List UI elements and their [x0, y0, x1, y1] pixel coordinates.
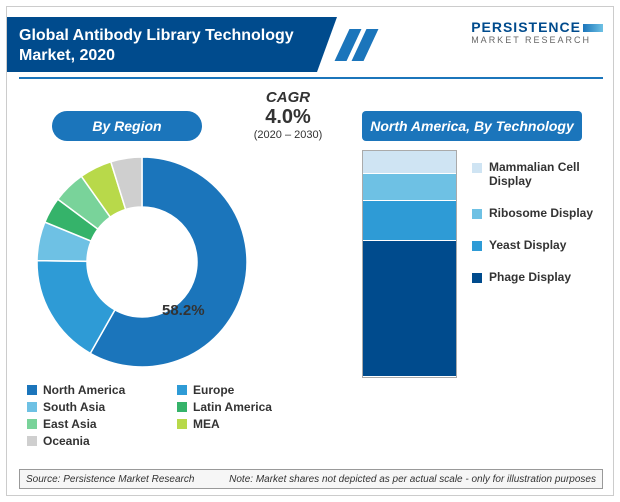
- legend-item: Latin America: [177, 400, 327, 414]
- stack-segment: [363, 241, 456, 377]
- stack-segment: [363, 201, 456, 242]
- tech-legend-label: Mammalian Cell Display: [489, 160, 607, 188]
- legend-item: North America: [27, 383, 177, 397]
- footer-note: Note: Market shares not depicted as per …: [229, 474, 596, 485]
- header-divider: [19, 77, 603, 79]
- tech-legend-label: Yeast Display: [489, 238, 566, 252]
- legend-swatch-icon: [472, 273, 482, 283]
- footer-bar: Source: Persistence Market Research Note…: [19, 469, 603, 489]
- title-line-2: Market, 2020: [19, 46, 305, 66]
- legend-item: Europe: [177, 383, 327, 397]
- legend-item: MEA: [177, 417, 327, 431]
- region-legend: North America Europe South Asia Latin Ameri…: [27, 383, 332, 451]
- logo-text-mid: MARKET RESEARCH: [471, 35, 603, 45]
- cagr-period: (2020 – 2030): [233, 129, 343, 141]
- cagr-label: CAGR: [233, 89, 343, 106]
- stack-segment: [363, 151, 456, 174]
- chart-card: Global Antibody Library Technology Marke…: [6, 6, 614, 496]
- donut-highlight-label: 58.2%: [162, 302, 205, 319]
- technology-legend: Mammalian Cell Display Ribosome Display Ye…: [472, 160, 607, 302]
- stacked-bar-chart: [362, 150, 457, 378]
- header: Global Antibody Library Technology Marke…: [7, 7, 613, 77]
- legend-item: East Asia: [27, 417, 177, 431]
- slash-icon: [342, 29, 371, 61]
- logo-accent-icon: [583, 24, 603, 32]
- legend-swatch-icon: [177, 419, 187, 429]
- tech-legend-item: Mammalian Cell Display: [472, 160, 607, 188]
- badge-by-technology: North America, By Technology: [362, 111, 582, 141]
- legend-label: Europe: [193, 383, 234, 397]
- tech-legend-item: Ribosome Display: [472, 206, 607, 220]
- cagr-value: 4.0%: [233, 106, 343, 129]
- title-bar: Global Antibody Library Technology Marke…: [7, 17, 317, 72]
- legend-swatch-icon: [472, 241, 482, 251]
- legend-item: South Asia: [27, 400, 177, 414]
- tech-legend-item: Yeast Display: [472, 238, 607, 252]
- legend-swatch-icon: [27, 385, 37, 395]
- stack-segment: [363, 174, 456, 201]
- donut-svg: [27, 147, 257, 377]
- legend-label: South Asia: [43, 400, 105, 414]
- legend-item: Oceania: [27, 434, 177, 448]
- legend-swatch-icon: [472, 209, 482, 219]
- legend-label: North America: [43, 383, 125, 397]
- logo-text-top: PERSISTENCE: [471, 19, 581, 35]
- chart-body: CAGR 4.0% (2020 – 2030) By Region North …: [7, 85, 615, 465]
- legend-label: MEA: [193, 417, 220, 431]
- footer-source: Source: Persistence Market Research: [26, 474, 194, 485]
- donut-chart: 58.2%: [27, 147, 257, 377]
- cagr-block: CAGR 4.0% (2020 – 2030): [233, 89, 343, 141]
- title-line-1: Global Antibody Library Technology: [19, 26, 305, 46]
- legend-label: Oceania: [43, 434, 90, 448]
- legend-swatch-icon: [472, 163, 482, 173]
- tech-legend-item: Phage Display: [472, 270, 607, 284]
- brand-logo: PERSISTENCE MARKET RESEARCH: [471, 19, 603, 45]
- legend-swatch-icon: [27, 436, 37, 446]
- legend-swatch-icon: [177, 402, 187, 412]
- legend-label: Latin America: [193, 400, 272, 414]
- tech-legend-label: Phage Display: [489, 270, 571, 284]
- tech-legend-label: Ribosome Display: [489, 206, 593, 220]
- legend-swatch-icon: [177, 385, 187, 395]
- legend-swatch-icon: [27, 419, 37, 429]
- legend-swatch-icon: [27, 402, 37, 412]
- badge-by-region: By Region: [52, 111, 202, 141]
- legend-label: East Asia: [43, 417, 97, 431]
